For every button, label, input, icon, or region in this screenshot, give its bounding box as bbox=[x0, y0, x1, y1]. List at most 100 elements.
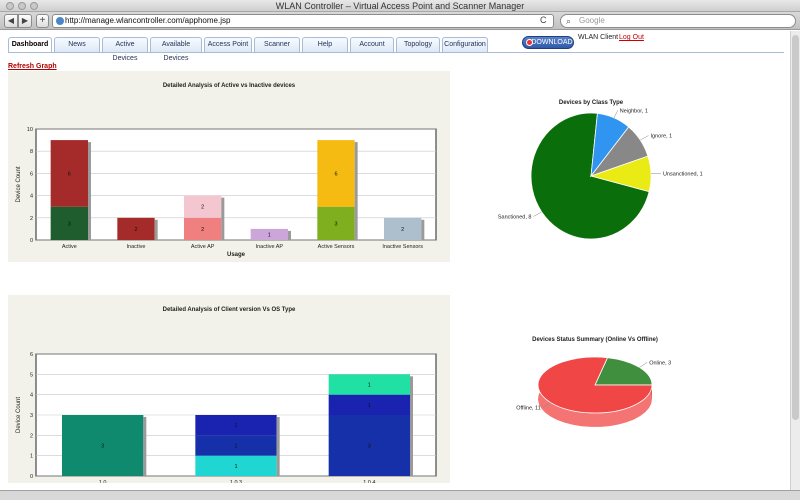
bar-segment bbox=[184, 195, 222, 218]
data-label: 2 bbox=[134, 227, 137, 233]
pie-slice-label: Offline, 11 bbox=[516, 406, 541, 412]
bar-shadow bbox=[276, 417, 280, 476]
x-axis-label: Usage bbox=[227, 252, 246, 258]
minimize-window-icon[interactable] bbox=[18, 2, 26, 10]
chart-panel-active-inactive: Detailed Analysis of Active vs Inactive … bbox=[8, 71, 450, 282]
tab-scanner[interactable]: Scanner bbox=[254, 37, 300, 52]
pie-slice-label: Sanctioned, 8 bbox=[498, 214, 532, 220]
tab-help[interactable]: Help bbox=[302, 37, 348, 52]
data-label: 2 bbox=[401, 227, 404, 233]
tab-news[interactable]: News bbox=[54, 37, 100, 52]
tab-topology[interactable]: Topology bbox=[396, 37, 440, 52]
bar-segment bbox=[328, 415, 410, 476]
page-content: Dashboard News Active Devices Available Dev… bbox=[0, 31, 790, 500]
user-label: WLAN Client bbox=[578, 34, 619, 41]
logout-link[interactable]: Log Out bbox=[619, 34, 644, 41]
active-inactive-bar-chart: Detailed Analysis of Active vs Inactive … bbox=[14, 83, 437, 282]
x-tick-label: 1.0.3 bbox=[230, 480, 242, 483]
y-tick-label: 0 bbox=[30, 474, 33, 480]
pie-slice bbox=[537, 356, 653, 414]
pie-slice-label: Neighbor, 1 bbox=[620, 108, 648, 114]
pie-slice-label: Ignore, 1 bbox=[651, 134, 673, 140]
data-label: 3 bbox=[68, 221, 71, 227]
url-field[interactable]: http://manage.wlancontroller.com/apphome… bbox=[52, 14, 554, 28]
search-placeholder: Google bbox=[579, 16, 605, 25]
x-tick-label: 1.0 bbox=[99, 480, 107, 483]
x-tick-label: 1.0.4 bbox=[363, 480, 375, 483]
bar-shadow bbox=[143, 417, 147, 476]
globe-icon bbox=[56, 17, 64, 25]
tab-divider bbox=[8, 52, 784, 53]
window-title: WLAN Controller – Virtual Access Point a… bbox=[275, 1, 525, 11]
vertical-scrollbar[interactable] bbox=[790, 31, 800, 490]
y-tick-label: 4 bbox=[30, 194, 33, 200]
tab-available-devices[interactable]: Available Devices bbox=[150, 37, 202, 62]
y-tick-label: 6 bbox=[30, 171, 33, 177]
back-button[interactable]: ◀ bbox=[4, 14, 18, 28]
x-tick-label: Inactive AP bbox=[256, 244, 284, 250]
url-text: http://manage.wlancontroller.com/apphome… bbox=[65, 16, 231, 25]
pie-slice bbox=[594, 357, 653, 386]
bar-segment bbox=[50, 140, 88, 207]
bar-segment bbox=[328, 374, 410, 395]
chart-title: Devices by Class Type bbox=[559, 100, 624, 106]
status-bar bbox=[0, 490, 800, 500]
bar-shadow bbox=[154, 219, 158, 240]
search-field[interactable]: ⌕ Google bbox=[560, 14, 796, 28]
bar-segment bbox=[317, 140, 355, 207]
reload-icon[interactable]: C bbox=[540, 15, 547, 25]
pie-slice-label: Online, 3 bbox=[649, 360, 671, 366]
browser-toolbar: ◀ ▶ + http://manage.wlancontroller.com/a… bbox=[0, 12, 800, 30]
y-axis-label: Device Count bbox=[16, 397, 22, 433]
data-label: 3 bbox=[368, 444, 371, 450]
bar-segment bbox=[195, 455, 277, 476]
tab-active-devices[interactable]: Active Devices bbox=[102, 37, 148, 62]
tab-access-point[interactable]: Access Point bbox=[204, 37, 252, 52]
y-tick-label: 10 bbox=[27, 127, 33, 133]
y-tick-label: 1 bbox=[30, 454, 33, 460]
chart-title: Detailed Analysis of Active vs Inactive … bbox=[163, 83, 296, 89]
data-label: 1 bbox=[234, 423, 237, 429]
bar-segment bbox=[62, 415, 144, 476]
bar-segment bbox=[117, 217, 155, 240]
y-tick-label: 5 bbox=[30, 372, 33, 378]
y-tick-label: 4 bbox=[30, 393, 33, 399]
pie-slice bbox=[589, 155, 652, 193]
y-tick-label: 2 bbox=[30, 433, 33, 439]
x-tick-label: Active AP bbox=[191, 244, 215, 250]
y-tick-label: 6 bbox=[30, 352, 33, 358]
class-type-pie-chart: Devices by Class Type Sanctioned, 8 Neighb… bbox=[498, 100, 703, 240]
new-tab-button[interactable]: + bbox=[36, 14, 49, 28]
scrollbar-thumb[interactable] bbox=[792, 35, 799, 420]
pie-leader-line bbox=[639, 362, 648, 368]
bar-shadow bbox=[221, 197, 225, 240]
bar-shadow bbox=[288, 230, 291, 240]
refresh-graph-link[interactable]: Refresh Graph bbox=[8, 63, 57, 70]
y-tick-label: 3 bbox=[30, 413, 33, 419]
client-version-bar-chart: Detailed Analysis of Client version Vs O… bbox=[16, 307, 437, 500]
tab-configuration[interactable]: Configuration bbox=[442, 37, 488, 52]
zoom-window-icon[interactable] bbox=[30, 2, 38, 10]
tab-dashboard[interactable]: Dashboard bbox=[8, 37, 52, 52]
data-label: 2 bbox=[201, 227, 204, 233]
bar-segment bbox=[328, 394, 410, 415]
tab-account[interactable]: Account bbox=[350, 37, 394, 52]
status-summary-pie-chart: Devices Status Summary (Online Vs Offlin… bbox=[516, 337, 671, 427]
bar-segment bbox=[50, 206, 88, 240]
bar-segment bbox=[195, 435, 277, 456]
bar-segment bbox=[384, 217, 422, 240]
x-tick-label: Active Sensors bbox=[318, 244, 355, 250]
pie-leader-line bbox=[640, 135, 649, 141]
x-tick-label: Active bbox=[62, 244, 77, 250]
close-window-icon[interactable] bbox=[6, 2, 14, 10]
chart-panel-class-type: Devices by Class Type Sanctioned, 8 Neighb… bbox=[460, 71, 780, 262]
bar-shadow bbox=[88, 142, 91, 240]
data-label: 2 bbox=[201, 205, 204, 211]
forward-button[interactable]: ▶ bbox=[18, 14, 32, 28]
y-tick-label: 0 bbox=[30, 238, 33, 244]
chart-panel-client-version: Detailed Analysis of Client version Vs O… bbox=[8, 295, 450, 500]
pie-leader-line bbox=[613, 110, 619, 118]
download-button[interactable]: DOWNLOAD bbox=[522, 36, 574, 49]
chart-panel-status-summary: Devices Status Summary (Online Vs Offlin… bbox=[460, 295, 780, 483]
data-label: 1 bbox=[368, 403, 371, 409]
